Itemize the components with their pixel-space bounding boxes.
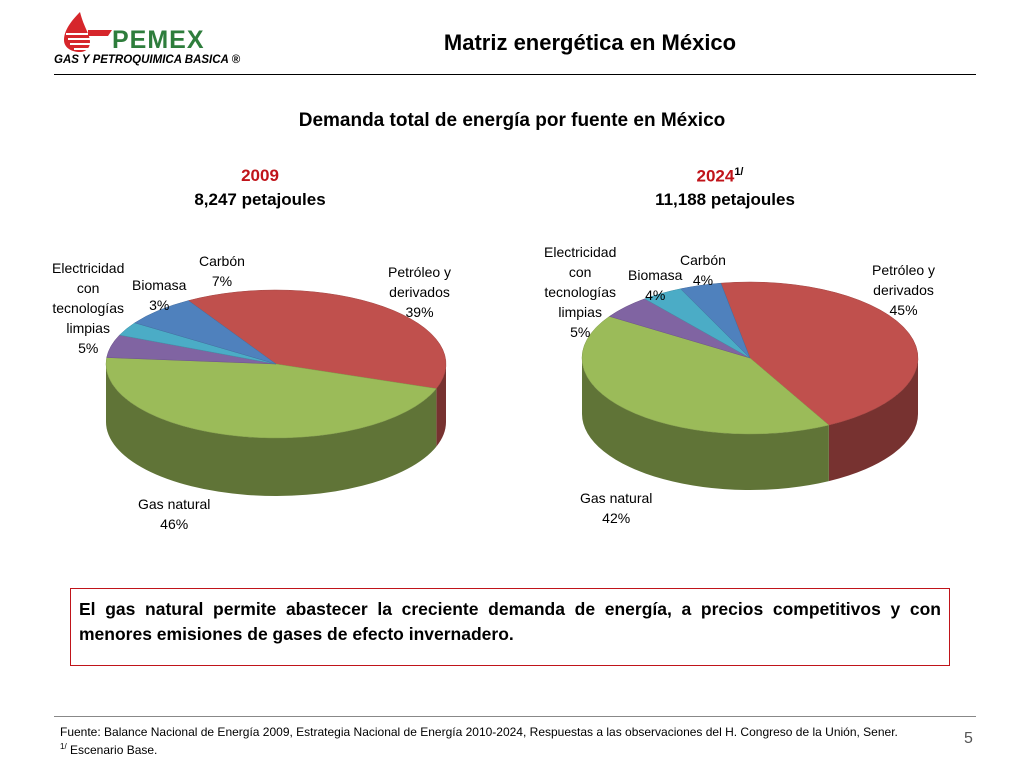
- chart2-label-elec-l1: Electricidad: [544, 244, 617, 260]
- chart1-year: 2009: [241, 166, 279, 185]
- footer-note-marker: 1/: [60, 742, 67, 751]
- chart1-label-elec-l3: tecnologías: [52, 300, 124, 316]
- chart2-label-carbon: Carbón 4%: [680, 250, 726, 290]
- chart1-label-petroleo-pct: 39%: [405, 304, 434, 320]
- chart2-label-biomasa: Biomasa 4%: [628, 265, 682, 305]
- chart2-side-1: [582, 358, 829, 490]
- footer-source: Fuente: Balance Nacional de Energía 2009…: [60, 725, 898, 739]
- chart2-label-gas-l1: Gas natural: [580, 490, 653, 506]
- footer-note: 1/ Escenario Base.: [60, 742, 157, 757]
- chart2-slice-4: [680, 282, 751, 359]
- chart1-label-biomasa: Biomasa 3%: [132, 275, 186, 315]
- logo-subtitle: GAS Y PETROQUIMICA BASICA ®: [54, 54, 241, 66]
- chart2-label-gas: Gas natural 42%: [580, 488, 652, 528]
- chart2-year-note: 1/: [734, 166, 744, 178]
- header-divider: [54, 74, 976, 75]
- chart2-slice-0: [720, 281, 919, 426]
- chart2-label-petroleo-pct: 45%: [889, 302, 918, 318]
- key-message-box: El gas natural permite abastecer la crec…: [70, 588, 950, 666]
- chart2-label-electricidad: Electricidad con tecnologías limpias 5%: [544, 242, 616, 342]
- pemex-logo: PEMEX GAS Y PETROQUIMICA BASICA ®: [54, 10, 240, 72]
- page-number: 5: [964, 730, 973, 747]
- chart2-label-petroleo-l1: Petróleo y: [872, 262, 936, 278]
- chart2-slice-1: [581, 316, 830, 435]
- chart1-label-elec-pct: 5%: [78, 340, 99, 356]
- chart1-slice-1: [105, 357, 437, 439]
- chart1-label-gas-pct: 46%: [160, 516, 189, 532]
- chart1-slice-0: [187, 289, 447, 389]
- chart1-label-petroleo-l2: derivados: [389, 284, 450, 300]
- chart1-label-petroleo: Petróleo y derivados 39%: [388, 262, 451, 322]
- chart2-side-0: [828, 358, 918, 482]
- chart1-label-carbon-l1: Carbón: [199, 253, 245, 269]
- chart1-label-elec-l4: limpias: [66, 320, 110, 336]
- chart2-label-gas-pct: 42%: [602, 510, 631, 526]
- chart1-label-elec-l2: con: [76, 280, 100, 296]
- chart1-label-biomasa-pct: 3%: [149, 297, 170, 313]
- logo-wordmark: PEMEX: [112, 26, 205, 54]
- chart2-label-petroleo: Petróleo y derivados 45%: [872, 260, 935, 320]
- chart2-label-biomasa-l1: Biomasa: [628, 267, 683, 283]
- chart1-label-carbon: Carbón 7%: [199, 251, 245, 291]
- footer-note-text: Escenario Base.: [66, 743, 158, 757]
- chart2-label-elec-l3: tecnologías: [544, 284, 616, 300]
- chart1-slice-4: [134, 300, 277, 365]
- chart1-total: 8,247 petajoules: [194, 190, 326, 209]
- footer-divider: [54, 716, 976, 717]
- chart2-label-carbon-l1: Carbón: [680, 252, 726, 268]
- chart2-label-elec-l4: limpias: [558, 304, 602, 320]
- chart1-side-1: [106, 364, 437, 496]
- page-title: Matriz energética en México: [443, 30, 737, 55]
- chart2-year: 20241/: [620, 166, 820, 187]
- pemex-eagle-icon: [64, 12, 112, 52]
- chart2-label-carbon-pct: 4%: [692, 272, 714, 288]
- chart1-label-petroleo-l1: Petróleo y: [388, 264, 452, 280]
- chart1-label-electricidad: Electricidad con tecnologías limpias 5%: [52, 258, 124, 358]
- chart1-label-carbon-pct: 7%: [211, 273, 233, 289]
- chart1-label-elec-l1: Electricidad: [52, 260, 125, 276]
- chart2-year-text: 2024: [696, 166, 735, 186]
- chart2-label-elec-pct: 5%: [570, 324, 591, 340]
- chart1-label-gas-l1: Gas natural: [138, 496, 211, 512]
- chart2-label-biomasa-pct: 4%: [645, 287, 666, 303]
- chart2-label-petroleo-l2: derivados: [873, 282, 934, 298]
- chart1-label-biomasa-l1: Biomasa: [132, 277, 187, 293]
- chart2-total: 11,188 petajoules: [655, 190, 795, 209]
- chart1-label-gas: Gas natural 46%: [138, 494, 210, 534]
- chart1-side-0: [436, 364, 446, 447]
- chart2-label-elec-l2: con: [568, 264, 592, 280]
- chart-subtitle: Demanda total de energía por fuente en M…: [298, 110, 726, 131]
